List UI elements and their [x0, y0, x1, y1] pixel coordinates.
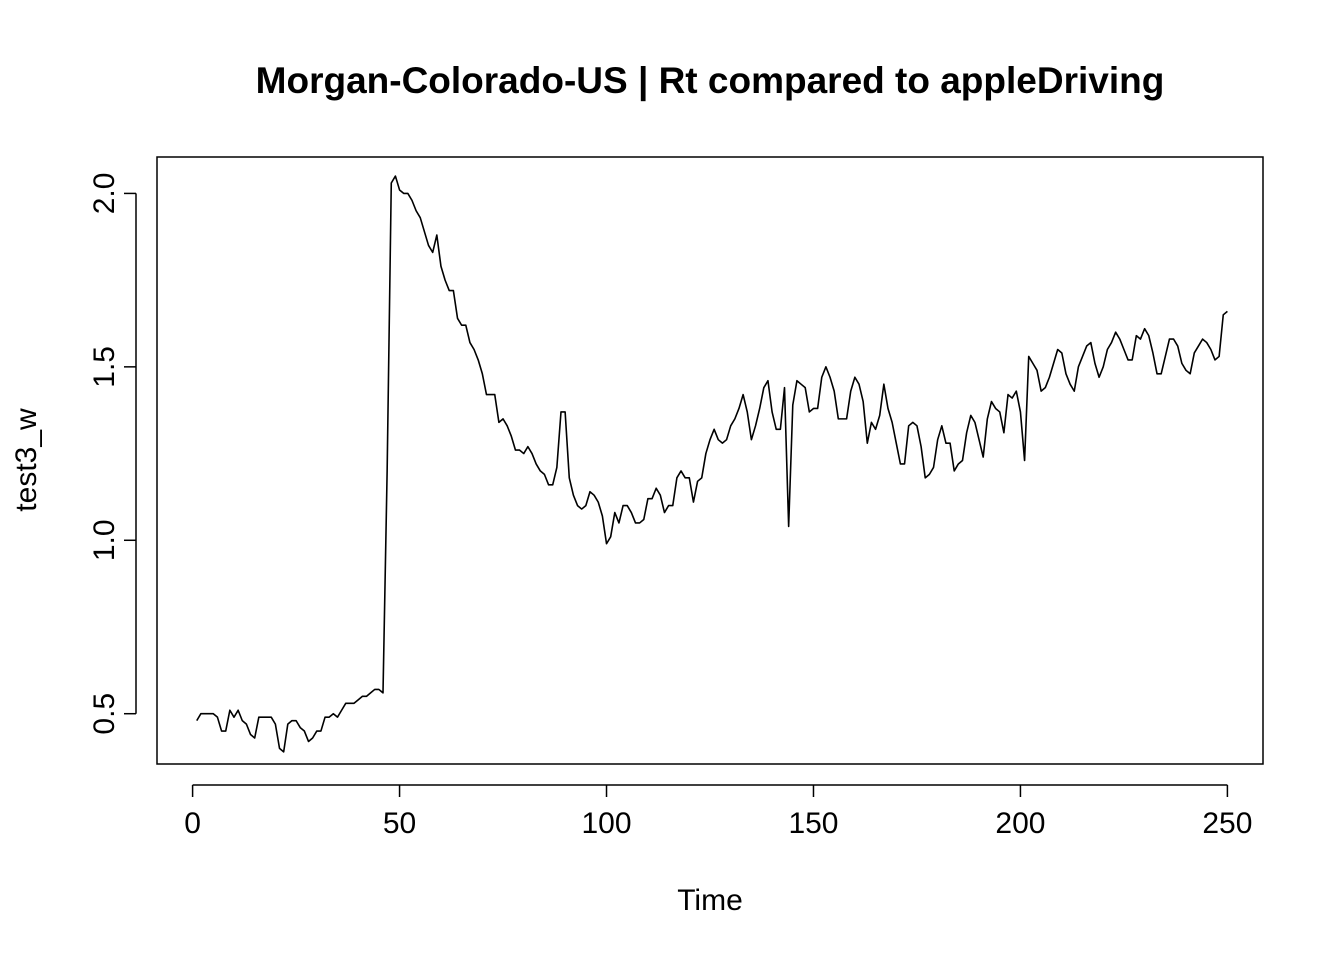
x-tick-label: 200 — [995, 807, 1045, 840]
series-line-test3_w — [196, 175, 1228, 753]
y-axis: 0.5 1.0 1.5 2.0 — [88, 173, 137, 735]
y-tick-label: 0.5 — [88, 693, 121, 735]
x-tick-label: 0 — [184, 807, 201, 840]
y-tick-label: 2.0 — [88, 173, 121, 215]
x-tick-label: 150 — [788, 807, 838, 840]
plot-frame — [156, 156, 1264, 765]
x-axis: 0 50 100 150 200 250 — [184, 784, 1252, 840]
x-tick-label: 50 — [383, 807, 416, 840]
x-tick-label: 100 — [581, 807, 631, 840]
x-tick-label: 250 — [1202, 807, 1252, 840]
y-tick-label: 1.0 — [88, 519, 121, 561]
y-tick-label: 1.5 — [88, 346, 121, 388]
y-axis-label: test3_w — [10, 408, 43, 512]
chart-title: Morgan-Colorado-US | Rt compared to appl… — [256, 60, 1165, 102]
x-axis-label: Time — [677, 884, 743, 917]
